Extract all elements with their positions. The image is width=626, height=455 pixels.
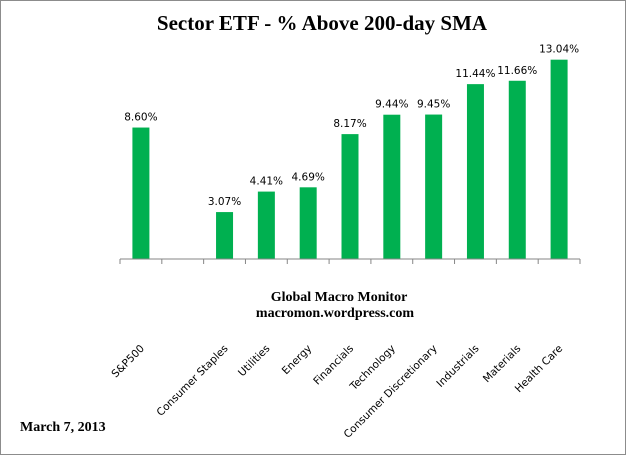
bar bbox=[341, 134, 359, 259]
bar bbox=[508, 80, 526, 259]
data-label: 11.66% bbox=[497, 65, 537, 77]
data-label: 9.44% bbox=[375, 99, 408, 111]
category-label: Financials bbox=[311, 343, 356, 388]
chart-title: Sector ETF - % Above 200-day SMA bbox=[157, 11, 488, 35]
category-label: Industrials bbox=[434, 343, 481, 390]
data-label: 9.45% bbox=[417, 99, 450, 111]
data-label: 3.07% bbox=[208, 196, 241, 208]
data-label: 8.60% bbox=[124, 112, 157, 124]
data-label: 4.41% bbox=[250, 176, 283, 188]
category-label: Consumer Staples bbox=[155, 343, 231, 419]
bar bbox=[299, 187, 317, 259]
bar bbox=[257, 191, 275, 259]
data-label: 13.04% bbox=[539, 44, 579, 56]
bar bbox=[383, 114, 401, 260]
category-label: Utilities bbox=[236, 343, 272, 379]
bar bbox=[216, 212, 234, 259]
data-label: 4.69% bbox=[292, 171, 325, 183]
bar bbox=[132, 127, 150, 260]
category-label: S&P500 bbox=[109, 343, 147, 381]
source-line1: Global Macro Monitor bbox=[271, 290, 408, 305]
source-line2: macromon.wordpress.com bbox=[256, 306, 414, 321]
bar bbox=[550, 59, 568, 259]
date-label: March 7, 2013 bbox=[20, 420, 106, 435]
data-label: 8.17% bbox=[333, 118, 366, 130]
category-label: Energy bbox=[280, 343, 314, 377]
category-label: Materials bbox=[481, 343, 524, 386]
data-label: 11.44% bbox=[455, 68, 495, 80]
bar bbox=[466, 84, 484, 259]
bar bbox=[425, 114, 443, 259]
